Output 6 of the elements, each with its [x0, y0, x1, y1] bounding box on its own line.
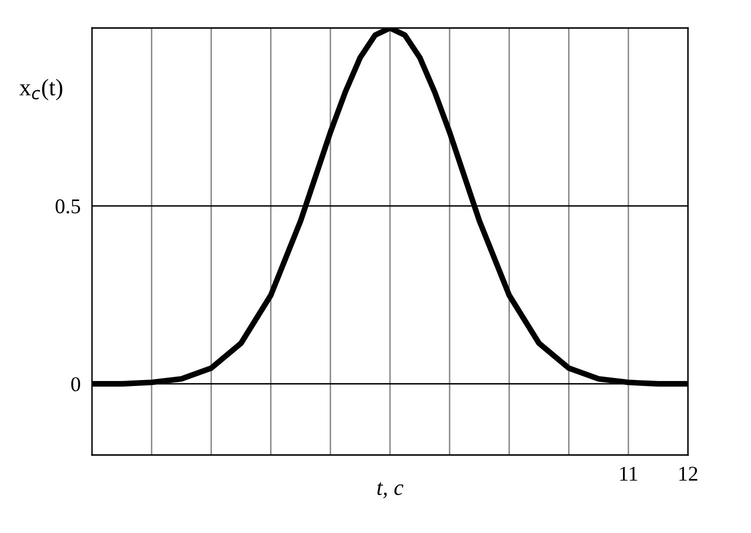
y-tick-label: 0.5 — [56, 199, 80, 214]
y-tick-label: 0 — [71, 377, 80, 392]
x-axis-title: t, с — [377, 482, 404, 498]
y-axis-title: x$_{c}$(t) — [19, 78, 62, 100]
x-tick-label: 12 — [679, 466, 698, 481]
x-tick-label: 11 — [620, 466, 638, 481]
